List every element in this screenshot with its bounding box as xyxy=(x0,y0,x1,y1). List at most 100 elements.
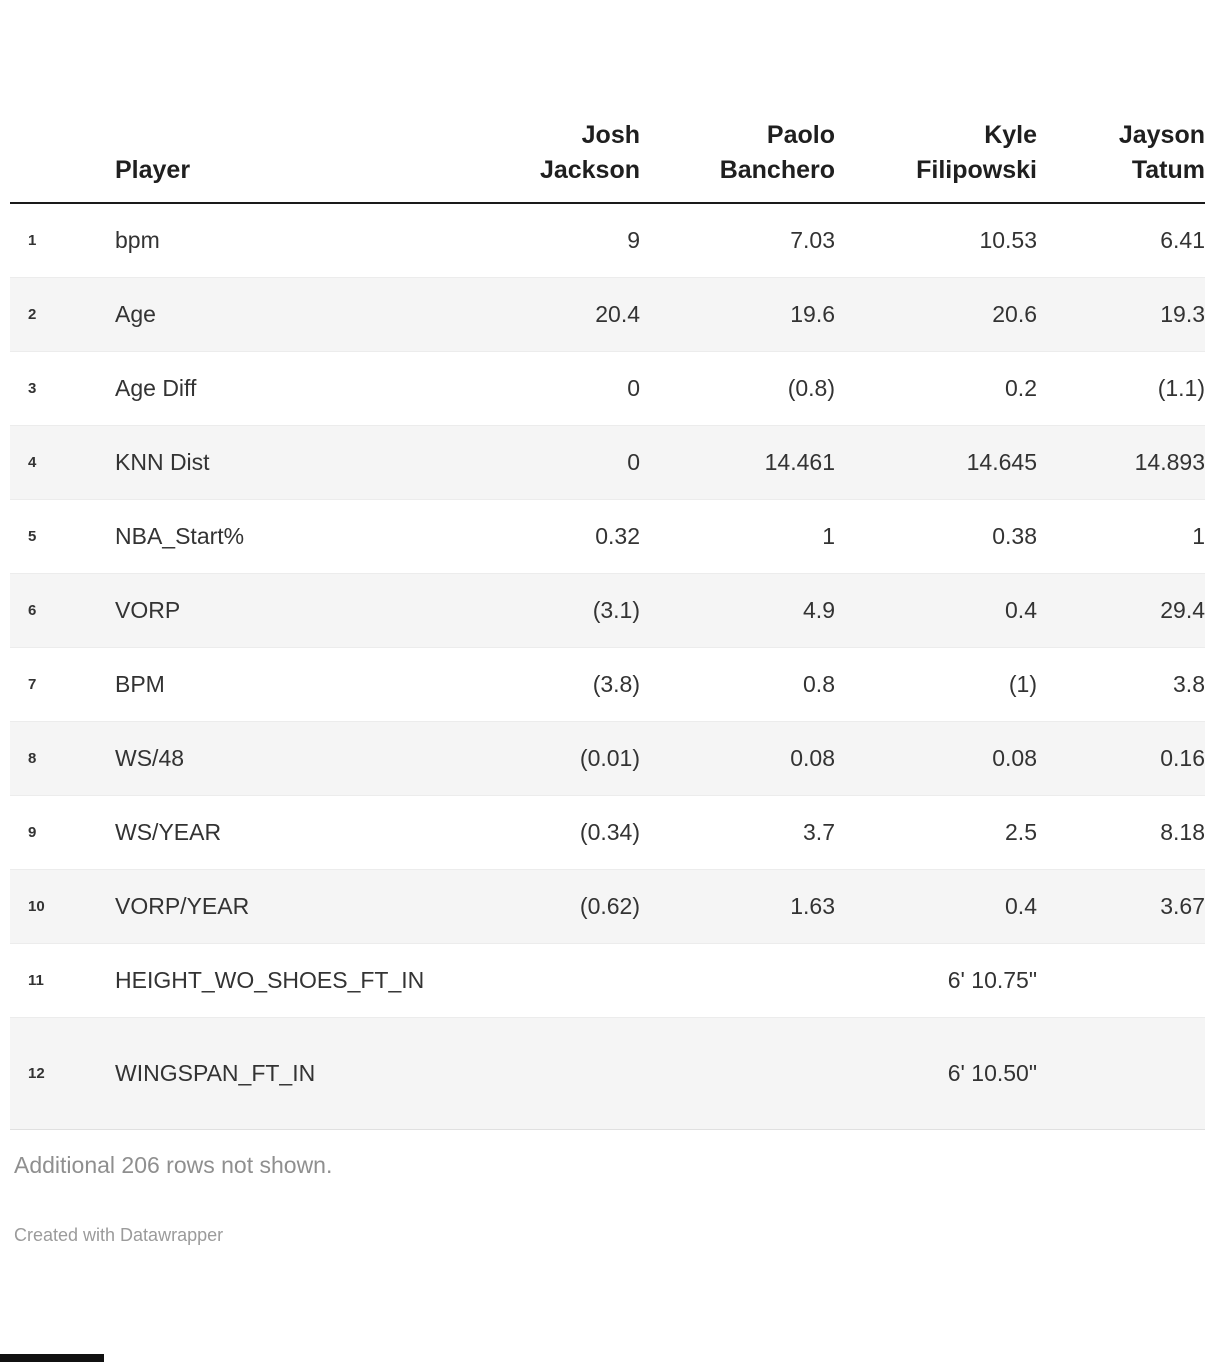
table-row: 6 VORP (3.1) 4.9 0.4 29.4 xyxy=(10,573,1205,648)
row-number: 7 xyxy=(10,647,115,722)
row-number: 5 xyxy=(10,499,115,574)
cell-value: 0.2 xyxy=(835,351,1037,426)
cell-value xyxy=(445,1017,640,1130)
cell-value: 0 xyxy=(445,351,640,426)
row-number: 3 xyxy=(10,351,115,426)
cell-value: 9 xyxy=(445,203,640,278)
cell-value: 0.08 xyxy=(640,721,835,796)
table-row: 7 BPM (3.8) 0.8 (1) 3.8 xyxy=(10,647,1205,722)
cell-value: (3.8) xyxy=(445,647,640,722)
row-metric-label: Age Diff xyxy=(115,351,445,426)
cell-value xyxy=(640,1017,835,1130)
cell-value: 3.67 xyxy=(1037,869,1205,944)
row-number: 9 xyxy=(10,795,115,870)
cell-value: 14.893 xyxy=(1037,425,1205,500)
cell-value: 0.38 xyxy=(835,499,1037,574)
table-row: 9 WS/YEAR (0.34) 3.7 2.5 8.18 xyxy=(10,795,1205,870)
cell-value: 0.32 xyxy=(445,499,640,574)
cell-value: 4.9 xyxy=(640,573,835,648)
cell-value: 6.41 xyxy=(1037,203,1205,278)
row-metric-label: VORP/YEAR xyxy=(115,869,445,944)
row-number: 1 xyxy=(10,203,115,278)
header-first-name: Paolo xyxy=(766,121,835,149)
cell-value: 19.6 xyxy=(640,277,835,352)
header-last-name: Jackson xyxy=(539,156,640,184)
column-header-josh-jackson: Josh Jackson xyxy=(445,108,640,204)
cell-value: 19.3 xyxy=(1037,277,1205,352)
header-row: Player Josh Jackson Paolo Banchero Kyle … xyxy=(10,108,1205,204)
row-metric-label: VORP xyxy=(115,573,445,648)
cell-value: 0.4 xyxy=(835,869,1037,944)
row-metric-label: WS/48 xyxy=(115,721,445,796)
datawrapper-credit-link[interactable]: Created with Datawrapper xyxy=(14,1224,224,1245)
cell-value: 20.6 xyxy=(835,277,1037,352)
header-last-name: Banchero xyxy=(719,156,835,184)
cell-value: 1 xyxy=(640,499,835,574)
cell-value: 0.8 xyxy=(640,647,835,722)
cell-value: 0 xyxy=(445,425,640,500)
row-number: 4 xyxy=(10,425,115,500)
header-last-name: Filipowski xyxy=(916,156,1037,184)
table-row: 12 WINGSPAN_FT_IN 6' 10.50" xyxy=(10,1017,1205,1130)
cell-value: (0.34) xyxy=(445,795,640,870)
cell-value: 3.7 xyxy=(640,795,835,870)
cell-value xyxy=(640,943,835,1018)
cell-value: 0.4 xyxy=(835,573,1037,648)
cell-value: (0.8) xyxy=(640,351,835,426)
cell-value: (1) xyxy=(835,647,1037,722)
header-first-name: Jayson xyxy=(1118,121,1205,149)
cell-value: 3.8 xyxy=(1037,647,1205,722)
row-metric-label: BPM xyxy=(115,647,445,722)
bottom-left-bar xyxy=(0,1354,104,1362)
cell-value: 0.08 xyxy=(835,721,1037,796)
row-metric-label: NBA_Start% xyxy=(115,499,445,574)
row-number: 11 xyxy=(10,943,115,1018)
cell-value: 14.461 xyxy=(640,425,835,500)
row-number: 2 xyxy=(10,277,115,352)
cell-value: 7.03 xyxy=(640,203,835,278)
table-page: Player Josh Jackson Paolo Banchero Kyle … xyxy=(0,108,1220,1246)
table-row: 10 VORP/YEAR (0.62) 1.63 0.4 3.67 xyxy=(10,869,1205,944)
cell-value xyxy=(445,943,640,1018)
cell-value: 2.5 xyxy=(835,795,1037,870)
cell-value: (3.1) xyxy=(445,573,640,648)
row-metric-label: WINGSPAN_FT_IN xyxy=(115,1017,445,1130)
column-header-paolo-banchero: Paolo Banchero xyxy=(640,108,835,204)
cell-value: 1.63 xyxy=(640,869,835,944)
row-number: 12 xyxy=(10,1017,115,1130)
cell-value: 29.4 xyxy=(1037,573,1205,648)
cell-value: (0.62) xyxy=(445,869,640,944)
header-last-name: Tatum xyxy=(1131,156,1205,184)
cell-value: 10.53 xyxy=(835,203,1037,278)
cell-value: 8.18 xyxy=(1037,795,1205,870)
header-first-name: Kyle xyxy=(984,121,1037,149)
column-header-kyle-filipowski: Kyle Filipowski xyxy=(835,108,1037,204)
cell-value: 14.645 xyxy=(835,425,1037,500)
column-header-player: Player xyxy=(115,108,445,204)
row-metric-label: KNN Dist xyxy=(115,425,445,500)
table-row: 8 WS/48 (0.01) 0.08 0.08 0.16 xyxy=(10,721,1205,796)
row-metric-label: WS/YEAR xyxy=(115,795,445,870)
row-metric-label: Age xyxy=(115,277,445,352)
row-number: 8 xyxy=(10,721,115,796)
additional-rows-note: Additional 206 rows not shown. xyxy=(14,1151,333,1178)
table-row: 1 bpm 9 7.03 10.53 6.41 xyxy=(10,203,1205,278)
table-row: 5 NBA_Start% 0.32 1 0.38 1 xyxy=(10,499,1205,574)
header-first-name: Josh xyxy=(581,121,640,149)
row-number: 10 xyxy=(10,869,115,944)
player-comparison-table: Player Josh Jackson Paolo Banchero Kyle … xyxy=(10,108,1205,1130)
cell-value: 6' 10.50" xyxy=(835,1017,1037,1130)
cell-value xyxy=(1037,1017,1205,1130)
row-metric-label: bpm xyxy=(115,203,445,278)
table-row: 3 Age Diff 0 (0.8) 0.2 (1.1) xyxy=(10,351,1205,426)
cell-value: 0.16 xyxy=(1037,721,1205,796)
table-row: 11 HEIGHT_WO_SHOES_FT_IN 6' 10.75" xyxy=(10,943,1205,1018)
cell-value: 1 xyxy=(1037,499,1205,574)
column-header-jayson-tatum: Jayson Tatum xyxy=(1037,108,1205,204)
cell-value: (0.01) xyxy=(445,721,640,796)
table-row: 2 Age 20.4 19.6 20.6 19.3 xyxy=(10,277,1205,352)
row-number-column-header xyxy=(10,108,115,204)
row-metric-label: HEIGHT_WO_SHOES_FT_IN xyxy=(115,943,445,1018)
table-row: 4 KNN Dist 0 14.461 14.645 14.893 xyxy=(10,425,1205,500)
cell-value: 6' 10.75" xyxy=(835,943,1037,1018)
